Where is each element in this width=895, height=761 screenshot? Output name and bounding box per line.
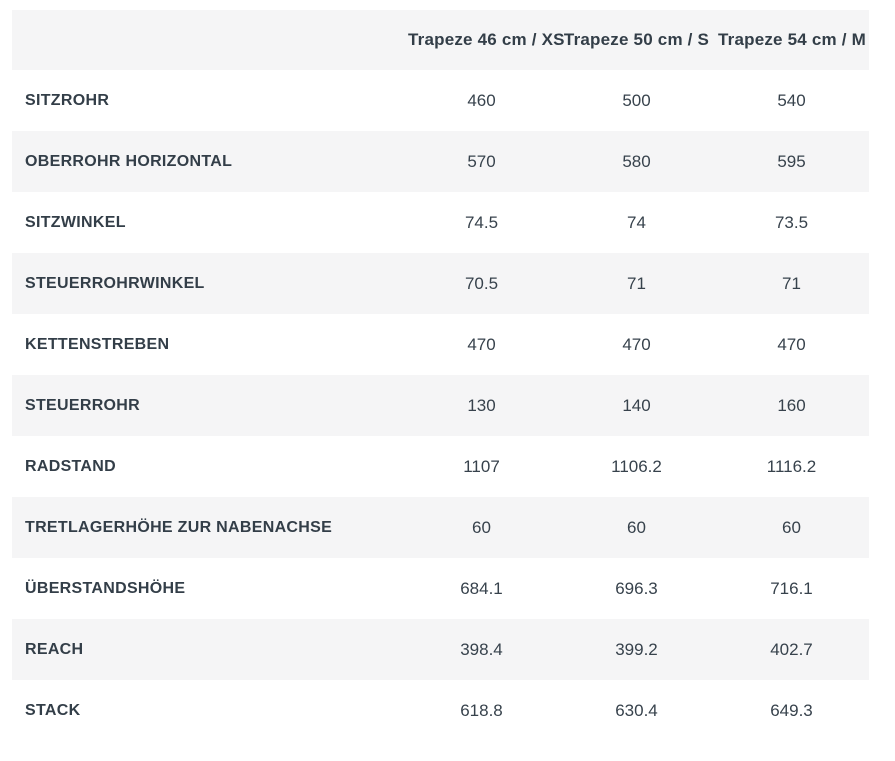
- cell-value: 1106.2: [611, 456, 662, 476]
- cell-value: 1107: [463, 456, 500, 476]
- cell-value: 716.1: [770, 578, 813, 598]
- cell-value: 399.2: [615, 639, 658, 659]
- table-row: STEUERROHR 130 140 160: [12, 375, 869, 436]
- column-header-size-xs: Trapeze 46 cm / XS: [408, 30, 565, 49]
- cell-value: 500: [622, 90, 651, 110]
- table-row: STEUERROHRWINKEL 70.5 71 71: [12, 253, 869, 314]
- cell-value: 460: [467, 90, 496, 110]
- row-label: REACH: [25, 640, 84, 658]
- row-label: STEUERROHR: [25, 396, 141, 414]
- cell-value: 74: [627, 212, 646, 232]
- cell-value: 140: [622, 395, 651, 415]
- row-label: STACK: [25, 701, 81, 719]
- cell-value: 71: [782, 273, 801, 293]
- cell-value: 60: [472, 517, 491, 537]
- table-header: Trapeze 46 cm / XS Trapeze 50 cm / S Tra…: [12, 10, 869, 70]
- row-label: KETTENSTREBEN: [25, 335, 170, 353]
- column-header-size-m: Trapeze 54 cm / M: [718, 30, 866, 49]
- cell-value: 60: [627, 517, 646, 537]
- cell-value: 1116.2: [766, 456, 817, 476]
- cell-value: 696.3: [615, 578, 658, 598]
- header-row: Trapeze 46 cm / XS Trapeze 50 cm / S Tra…: [12, 10, 869, 70]
- row-label: ÜBERSTANDSHÖHE: [25, 579, 186, 597]
- column-header-size-s: Trapeze 50 cm / S: [563, 30, 710, 49]
- cell-value: 74.5: [464, 212, 499, 232]
- cell-value: 130: [467, 395, 496, 415]
- cell-value: 60: [782, 517, 801, 537]
- cell-value: 73.5: [774, 212, 809, 232]
- table-row: SITZWINKEL 74.5 74 73.5: [12, 192, 869, 253]
- cell-value: 540: [777, 90, 806, 110]
- table-row: KETTENSTREBEN 470 470 470: [12, 314, 869, 375]
- cell-value: 470: [467, 334, 496, 354]
- cell-value: 398.4: [460, 639, 503, 659]
- column-header-empty: [12, 10, 404, 70]
- cell-value: 160: [777, 395, 806, 415]
- cell-value: 580: [622, 151, 651, 171]
- row-label: STEUERROHRWINKEL: [25, 274, 205, 292]
- table-row: SITZROHR 460 500 540: [12, 70, 869, 131]
- cell-value: 402.7: [770, 639, 813, 659]
- table-row: REACH 398.4 399.2 402.7: [12, 619, 869, 680]
- table-body: SITZROHR 460 500 540 OBERROHR HORIZONTAL…: [12, 70, 869, 741]
- table-row: STACK 618.8 630.4 649.3: [12, 680, 869, 741]
- table-row: RADSTAND 1107 1106.2 1116.2: [12, 436, 869, 497]
- table-row: OBERROHR HORIZONTAL 570 580 595: [12, 131, 869, 192]
- geometry-table: Trapeze 46 cm / XS Trapeze 50 cm / S Tra…: [12, 10, 869, 741]
- row-label: TRETLAGERHÖHE ZUR NABENACHSE: [25, 518, 333, 536]
- cell-value: 470: [777, 334, 806, 354]
- cell-value: 595: [777, 151, 806, 171]
- cell-value: 684.1: [460, 578, 503, 598]
- row-label: OBERROHR HORIZONTAL: [25, 152, 233, 170]
- row-label: SITZWINKEL: [25, 213, 126, 231]
- cell-value: 618.8: [460, 700, 503, 720]
- table-row: TRETLAGERHÖHE ZUR NABENACHSE 60 60 60: [12, 497, 869, 558]
- cell-value: 71: [627, 273, 646, 293]
- row-label: RADSTAND: [25, 457, 116, 475]
- table-row: ÜBERSTANDSHÖHE 684.1 696.3 716.1: [12, 558, 869, 619]
- cell-value: 70.5: [464, 273, 499, 293]
- cell-value: 570: [467, 151, 496, 171]
- cell-value: 649.3: [770, 700, 813, 720]
- cell-value: 470: [622, 334, 651, 354]
- row-label: SITZROHR: [25, 91, 110, 109]
- cell-value: 630.4: [615, 700, 658, 720]
